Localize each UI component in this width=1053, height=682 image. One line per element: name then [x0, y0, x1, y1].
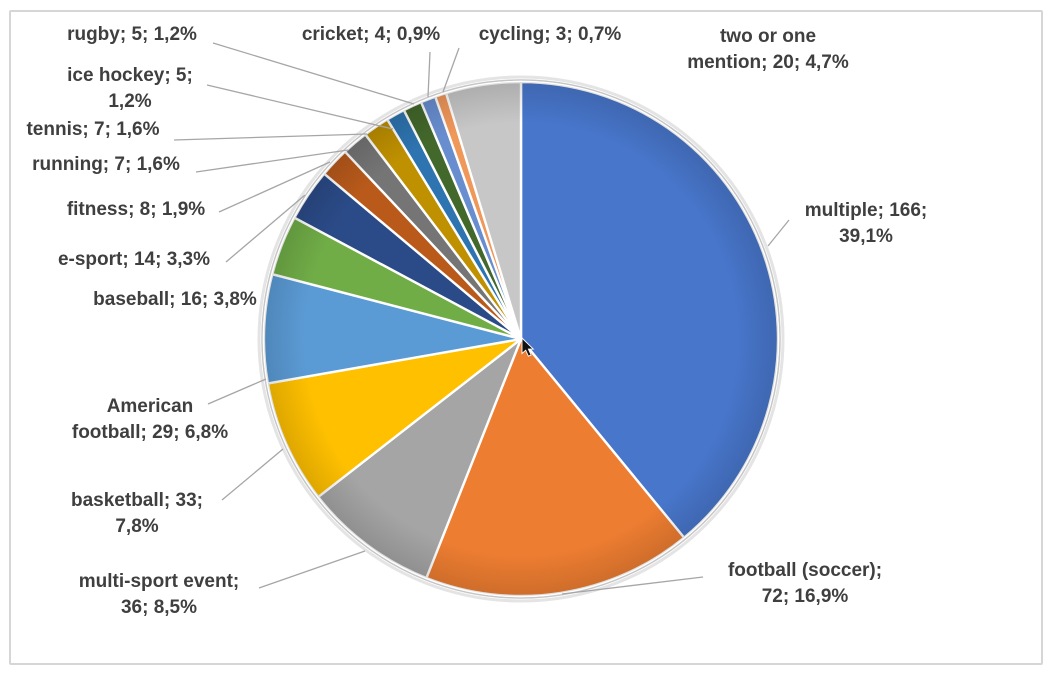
- data-label-two-or-one-mention[interactable]: two or one mention; 20; 4,7%: [668, 24, 868, 76]
- leader-line-rugby: [212, 42, 415, 105]
- data-label-line: multi-sport event;: [78, 571, 240, 592]
- leader-line-basketball: [221, 448, 284, 501]
- data-label-line: cricket; 4; 0,9%: [301, 24, 441, 45]
- data-label-multi-sport-event[interactable]: multi-sport event; 36; 8,5%: [59, 569, 259, 621]
- data-label-ice-hockey[interactable]: ice hockey; 5; 1,2%: [45, 63, 215, 115]
- data-label-multiple[interactable]: multiple; 166; 39,1%: [766, 198, 966, 250]
- leader-line-e-sport: [225, 194, 306, 263]
- data-label-line: 39,1%: [839, 226, 893, 247]
- data-label-baseball[interactable]: baseball; 16; 3,8%: [80, 287, 270, 313]
- data-label-line: American: [106, 396, 194, 417]
- data-label-line: mention; 20; 4,7%: [687, 52, 849, 73]
- data-label-line: cycling; 3; 0,7%: [478, 24, 622, 45]
- leader-line-cricket: [427, 51, 431, 98]
- data-label-rugby[interactable]: rugby; 5; 1,2%: [47, 22, 217, 48]
- data-label-line: basketball; 33;: [71, 490, 203, 511]
- data-label-fitness[interactable]: fitness; 8; 1,9%: [51, 197, 221, 223]
- data-label-tennis[interactable]: tennis; 7; 1,6%: [8, 117, 178, 143]
- pie-outer-shadow: [257, 75, 785, 603]
- data-label-line: tennis; 7; 1,6%: [26, 119, 160, 140]
- leader-line-multiple: [767, 219, 790, 247]
- leader-line-football-soccer: [561, 576, 704, 595]
- leader-line-cycling: [442, 47, 460, 93]
- data-label-cycling[interactable]: cycling; 3; 0,7%: [465, 22, 635, 48]
- data-label-football-soccer[interactable]: football (soccer); 72; 16,9%: [705, 558, 905, 610]
- data-label-basketball[interactable]: basketball; 33; 7,8%: [37, 488, 237, 540]
- data-label-line: 36; 8,5%: [120, 597, 198, 618]
- data-label-line: 1,2%: [108, 91, 152, 112]
- data-label-line: 72; 16,9%: [761, 586, 849, 607]
- data-label-line: running; 7; 1,6%: [32, 154, 180, 175]
- data-label-line: multiple; 166;: [804, 200, 928, 221]
- leader-line-running: [195, 149, 349, 173]
- mouse-cursor-icon: [521, 336, 535, 357]
- data-label-line: two or one: [719, 26, 817, 47]
- data-label-line: rugby; 5; 1,2%: [67, 24, 197, 45]
- data-label-line: fitness; 8; 1,9%: [66, 199, 206, 220]
- leader-line-multi-sport-event: [258, 550, 366, 589]
- data-label-line: 7,8%: [115, 516, 159, 537]
- data-label-line: football; 29; 6,8%: [71, 422, 229, 443]
- leader-line-ice-hockey: [206, 84, 394, 130]
- data-label-line: football (soccer);: [727, 560, 883, 581]
- data-label-american-football[interactable]: American football; 29; 6,8%: [50, 394, 250, 446]
- data-label-e-sport[interactable]: e-sport; 14; 3,3%: [49, 247, 219, 273]
- leader-line-fitness: [218, 161, 331, 213]
- data-label-line: ice hockey; 5;: [67, 65, 193, 86]
- leader-line-american-football: [207, 378, 267, 405]
- data-label-running[interactable]: running; 7; 1,6%: [21, 152, 191, 178]
- leader-line-tennis: [173, 133, 368, 141]
- data-label-line: e-sport; 14; 3,3%: [57, 249, 211, 270]
- data-label-line: baseball; 16; 3,8%: [93, 289, 257, 310]
- data-label-cricket[interactable]: cricket; 4; 0,9%: [286, 22, 456, 48]
